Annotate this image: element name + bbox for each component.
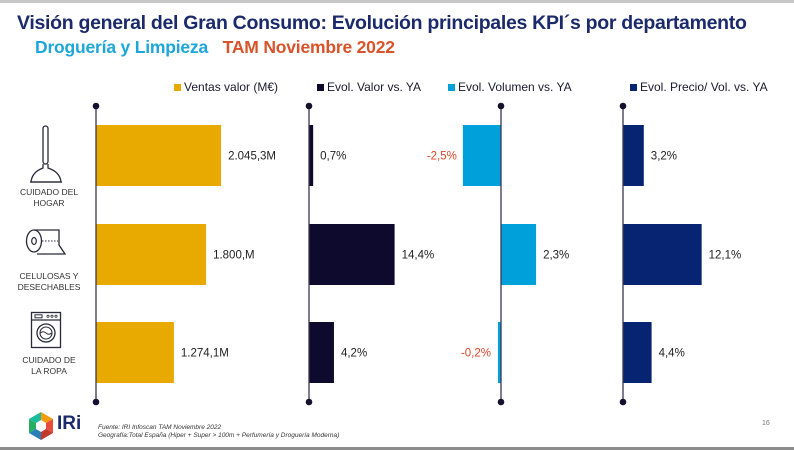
bar-valor-0 [309,125,314,186]
axis-dot-bottom-precio [619,398,627,406]
department-name: Droguería y Limpieza [35,37,208,57]
washing-machine-icon [30,311,62,349]
legend-label-ventas: Ventas valor (M€) [184,80,279,94]
legend-swatch-volumen [448,83,455,91]
bar-precio-1 [623,224,702,285]
legend-precio: Evol. Precio/ Vol. vs. YA [630,80,768,94]
data-label-ventas-2: 1.274,1M [181,348,229,360]
axis-dot-top-valor [305,102,313,110]
bar-precio-0 [623,125,644,186]
legend-label-valor: Evol. Valor vs. YA [327,80,422,94]
bar-ventas-2 [96,322,174,383]
source-line: Fuente: IRI Infoscan TAM Noviembre 2022 [98,424,222,431]
category-label-1: CELULOSAS Y DESECHABLES [17,271,81,292]
data-label-valor-0: 0,7% [320,151,346,163]
legend-swatch-ventas [174,83,181,91]
category-label-2: CUIDADO DE LA ROPA [22,355,76,376]
data-label-volumen-1: 2,3% [543,250,569,262]
period-label: TAM Noviembre 2022 [222,37,395,57]
iri-logo-text: IRi [57,413,82,434]
data-label-precio-2: 4,4% [659,348,685,360]
axis-dot-top-ventas [92,102,100,110]
data-label-volumen-2: -0,2% [461,348,491,360]
legend-swatch-precio [630,83,637,91]
bar-volumen-0 [462,125,501,186]
legend-volumen: Evol. Volumen vs. YA [448,80,572,94]
page-title: Visión general del Gran Consumo: Evoluci… [17,12,747,34]
category-label-0: CUIDADO DEL HOGAR [19,187,79,208]
data-label-ventas-1: 1.800,M [213,250,255,262]
data-label-precio-1: 12,1% [709,250,742,262]
plunger-icon [30,125,62,183]
bottom-rule [0,447,794,450]
top-rule [0,0,794,3]
legend-label-volumen: Evol. Volumen vs. YA [458,80,572,94]
data-label-precio-0: 3,2% [651,151,677,163]
axis-dot-bottom-ventas [92,398,100,406]
axis-dot-top-precio [619,102,627,110]
bar-valor-2 [309,322,334,383]
bar-valor-1 [309,224,395,285]
data-label-valor-1: 14,4% [402,250,435,262]
bar-volumen-2 [497,322,501,383]
legend-ventas: Ventas valor (M€) [174,80,278,94]
data-label-volumen-0: -2,5% [427,151,457,163]
iri-logo-icon [29,412,53,440]
axis-dot-bottom-volumen [497,398,505,406]
page-number: 16 [762,420,770,427]
data-label-valor-2: 4,2% [341,348,367,360]
footer-source: Fuente: IRI Infoscan TAM Noviembre 2022 … [98,424,339,440]
data-label-ventas-0: 2.045,3M [228,151,276,163]
legend-swatch-valor [317,83,324,91]
axis-dot-top-volumen [497,102,505,110]
legend-label-precio: Evol. Precio/ Vol. vs. YA [640,80,768,94]
legend-valor: Evol. Valor vs. YA [317,80,421,94]
bar-precio-2 [623,322,652,383]
geography-line: Geografía:Total España (Hiper + Super > … [98,432,340,439]
subtitle: Droguería y Limpieza TAM Noviembre 2022 [35,37,395,58]
bar-ventas-0 [96,125,222,186]
axis-dot-bottom-valor [305,398,313,406]
toilet-paper-icon [25,229,67,255]
bar-ventas-1 [96,224,207,285]
bar-volumen-1 [501,224,537,285]
